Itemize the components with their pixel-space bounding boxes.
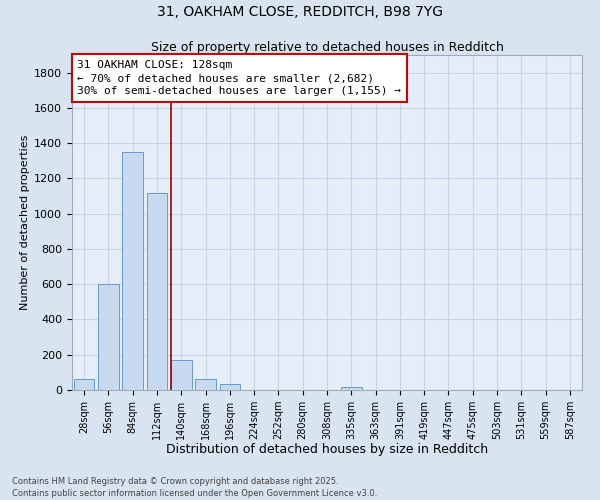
- Title: Size of property relative to detached houses in Redditch: Size of property relative to detached ho…: [151, 41, 503, 54]
- Bar: [98, 284, 119, 390]
- Bar: [146, 192, 167, 390]
- Bar: [74, 380, 94, 390]
- Bar: [341, 388, 362, 390]
- Text: 31 OAKHAM CLOSE: 128sqm
← 70% of detached houses are smaller (2,682)
30% of semi: 31 OAKHAM CLOSE: 128sqm ← 70% of detache…: [77, 60, 401, 96]
- Bar: [122, 152, 143, 390]
- Text: Contains HM Land Registry data © Crown copyright and database right 2025.
Contai: Contains HM Land Registry data © Crown c…: [12, 476, 377, 498]
- Bar: [220, 384, 240, 390]
- Y-axis label: Number of detached properties: Number of detached properties: [20, 135, 30, 310]
- X-axis label: Distribution of detached houses by size in Redditch: Distribution of detached houses by size …: [166, 444, 488, 456]
- Bar: [195, 380, 216, 390]
- Text: 31, OAKHAM CLOSE, REDDITCH, B98 7YG: 31, OAKHAM CLOSE, REDDITCH, B98 7YG: [157, 5, 443, 19]
- Bar: [171, 360, 191, 390]
